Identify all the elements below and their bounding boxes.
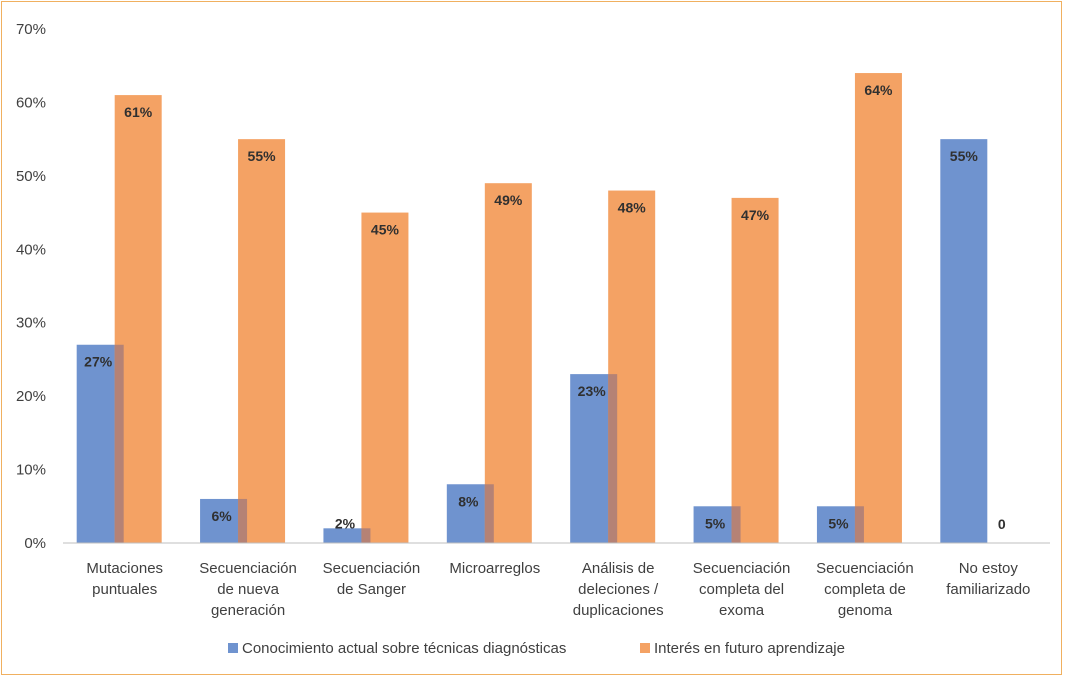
data-label: 48% [618,200,647,216]
category-label-line: Secuenciación [323,560,421,577]
category-label-line: familiarizado [946,581,1030,598]
data-label: 49% [494,192,523,208]
category-label: Microarreglos [449,560,540,577]
y-tick-label: 0% [24,535,46,552]
data-label: 23% [578,383,607,399]
category-label-line: completa de [824,581,906,598]
y-tick-label: 40% [16,241,46,258]
category-label-line: puntuales [92,581,157,598]
bars [76,73,988,544]
legend-swatch [640,643,650,653]
y-tick-label: 50% [16,168,46,185]
data-label: 61% [124,104,153,120]
data-label: 55% [950,148,979,164]
bar-interes [731,197,779,543]
bar-overlap [608,374,618,543]
category-label: Mutaciones puntuales [86,560,163,598]
category-label-line: No estoy [959,560,1019,577]
bar-overlap [484,484,494,543]
category-label-line: genoma [838,602,893,619]
category-label: Secuenciación completa de genoma [816,560,914,619]
y-tick-label: 70% [16,21,46,38]
category-label-line: Secuenciación [816,560,914,577]
data-label: 45% [371,222,400,238]
data-label: 6% [211,508,232,524]
bar-overlap [238,498,248,543]
bar-interes [854,73,902,544]
category-label-line: completa del [699,581,784,598]
category-label: No estoy familiarizado [946,560,1030,598]
legend-label: Conocimiento actual sobre técnicas diagn… [242,640,566,657]
category-label-line: de Sanger [337,581,406,598]
y-tick-label: 30% [16,315,46,332]
data-label: 5% [828,515,849,531]
legend-label: Interés en futuro aprendizaje [654,640,845,657]
category-label-line: generación [211,602,285,619]
bar-overlap [731,506,741,543]
bar-conocimiento [940,139,988,543]
category-label-line: Secuenciación [199,560,297,577]
category-label: Secuenciación de Sanger [323,560,421,598]
y-tick-label: 20% [16,388,46,405]
data-label: 64% [864,82,893,98]
bar-overlap [854,506,864,543]
data-labels: 27% 6% 2% 8% 23% 5% 5% 55% 61% 55% 45% 49% 48% 47% 64%… [84,82,1006,532]
category-label-line: Microarreglos [449,560,540,577]
data-label: 27% [84,354,113,370]
data-label: 55% [248,148,277,164]
y-tick-label: 60% [16,94,46,111]
bar-interes [361,212,409,544]
data-label: 0 [998,516,1006,532]
data-label: 8% [458,493,479,509]
category-label-line: de nueva [217,581,279,598]
category-label-line: duplicaciones [573,602,664,619]
category-label: Análisis de deleciones / duplicaciones [573,560,664,619]
category-label-line: exoma [719,602,765,619]
category-labels: Mutaciones puntuales Secuenciación de nueva… [86,560,1030,619]
data-label: 5% [705,515,726,531]
y-tick-label: 10% [16,462,46,479]
category-label-line: Secuenciación [693,560,791,577]
category-label: Secuenciación completa del exoma [693,560,791,619]
category-label: Secuenciación de nueva generación [199,560,297,619]
bar-interes [238,139,286,543]
bar-overlap [114,344,124,543]
data-label: 47% [741,207,770,223]
bar-conocimiento [323,528,371,543]
bar-overlap [361,528,371,543]
bar-interes [484,183,532,543]
category-label-line: deleciones / [578,581,659,598]
y-axis: 0% 10% 20% 30% 40% 50% 60% 70% [16,21,46,552]
category-label-line: Análisis de [582,560,655,577]
legend-swatch [228,643,238,653]
category-label-line: Mutaciones [86,560,163,577]
data-label: 2% [335,515,356,531]
legend: Conocimiento actual sobre técnicas diagn… [228,640,845,657]
